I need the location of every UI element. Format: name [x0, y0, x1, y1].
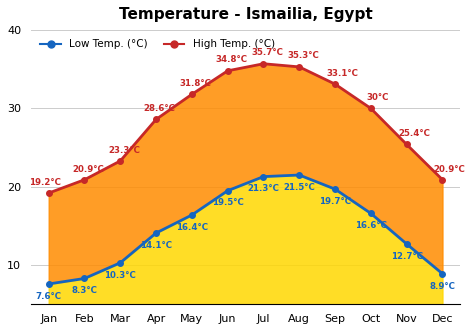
High Temp. (°C) [118, 159, 123, 163]
Low Temp. (°C) [368, 212, 374, 215]
Text: 21.5°C: 21.5°C [283, 183, 315, 192]
High Temp. (°C) [404, 142, 410, 146]
Text: 20.9°C: 20.9°C [72, 165, 104, 174]
Text: 21.3°C: 21.3°C [247, 184, 279, 193]
Text: 16.6°C: 16.6°C [355, 221, 387, 230]
High Temp. (°C) [261, 62, 266, 66]
Low Temp. (°C) [261, 175, 266, 179]
Text: 7.6°C: 7.6°C [36, 292, 62, 301]
Line: High Temp. (°C): High Temp. (°C) [46, 61, 445, 196]
Line: Low Temp. (°C): Low Temp. (°C) [46, 172, 445, 287]
Text: 35.7°C: 35.7°C [251, 48, 283, 57]
High Temp. (°C) [296, 65, 302, 69]
High Temp. (°C) [46, 191, 52, 195]
Text: 10.3°C: 10.3°C [104, 270, 136, 280]
High Temp. (°C) [153, 118, 159, 121]
Text: 12.7°C: 12.7°C [391, 252, 423, 261]
Low Temp. (°C) [189, 213, 195, 217]
Low Temp. (°C) [46, 282, 52, 286]
Text: 19.7°C: 19.7°C [319, 197, 351, 206]
Text: 31.8°C: 31.8°C [180, 79, 211, 88]
Text: 30°C: 30°C [367, 93, 389, 102]
Text: 35.3°C: 35.3°C [287, 51, 319, 60]
Text: 34.8°C: 34.8°C [215, 55, 247, 64]
Text: 14.1°C: 14.1°C [140, 241, 172, 250]
High Temp. (°C) [82, 178, 87, 182]
Text: 25.4°C: 25.4°C [398, 129, 430, 138]
Text: 16.4°C: 16.4°C [176, 223, 208, 232]
Low Temp. (°C) [404, 242, 410, 246]
Text: 28.6°C: 28.6°C [144, 104, 175, 113]
Legend: Low Temp. (°C), High Temp. (°C): Low Temp. (°C), High Temp. (°C) [36, 35, 279, 54]
High Temp. (°C) [332, 82, 338, 86]
Text: 8.3°C: 8.3°C [72, 286, 98, 295]
High Temp. (°C) [439, 178, 445, 182]
High Temp. (°C) [368, 107, 374, 111]
High Temp. (°C) [225, 69, 230, 73]
Text: 23.3°C: 23.3°C [108, 146, 140, 155]
Low Temp. (°C) [296, 173, 302, 177]
Low Temp. (°C) [225, 189, 230, 193]
Title: Temperature - Ismailia, Egypt: Temperature - Ismailia, Egypt [118, 7, 373, 22]
Low Temp. (°C) [332, 187, 338, 191]
Low Temp. (°C) [82, 276, 87, 280]
Low Temp. (°C) [118, 261, 123, 265]
Text: 33.1°C: 33.1°C [326, 69, 358, 77]
Text: 20.9°C: 20.9°C [434, 165, 465, 174]
Text: 19.2°C: 19.2°C [29, 178, 61, 187]
Low Temp. (°C) [153, 231, 159, 235]
Low Temp. (°C) [439, 272, 445, 276]
High Temp. (°C) [189, 92, 195, 96]
Text: 8.9°C: 8.9°C [429, 282, 456, 291]
Text: 19.5°C: 19.5°C [212, 199, 244, 208]
